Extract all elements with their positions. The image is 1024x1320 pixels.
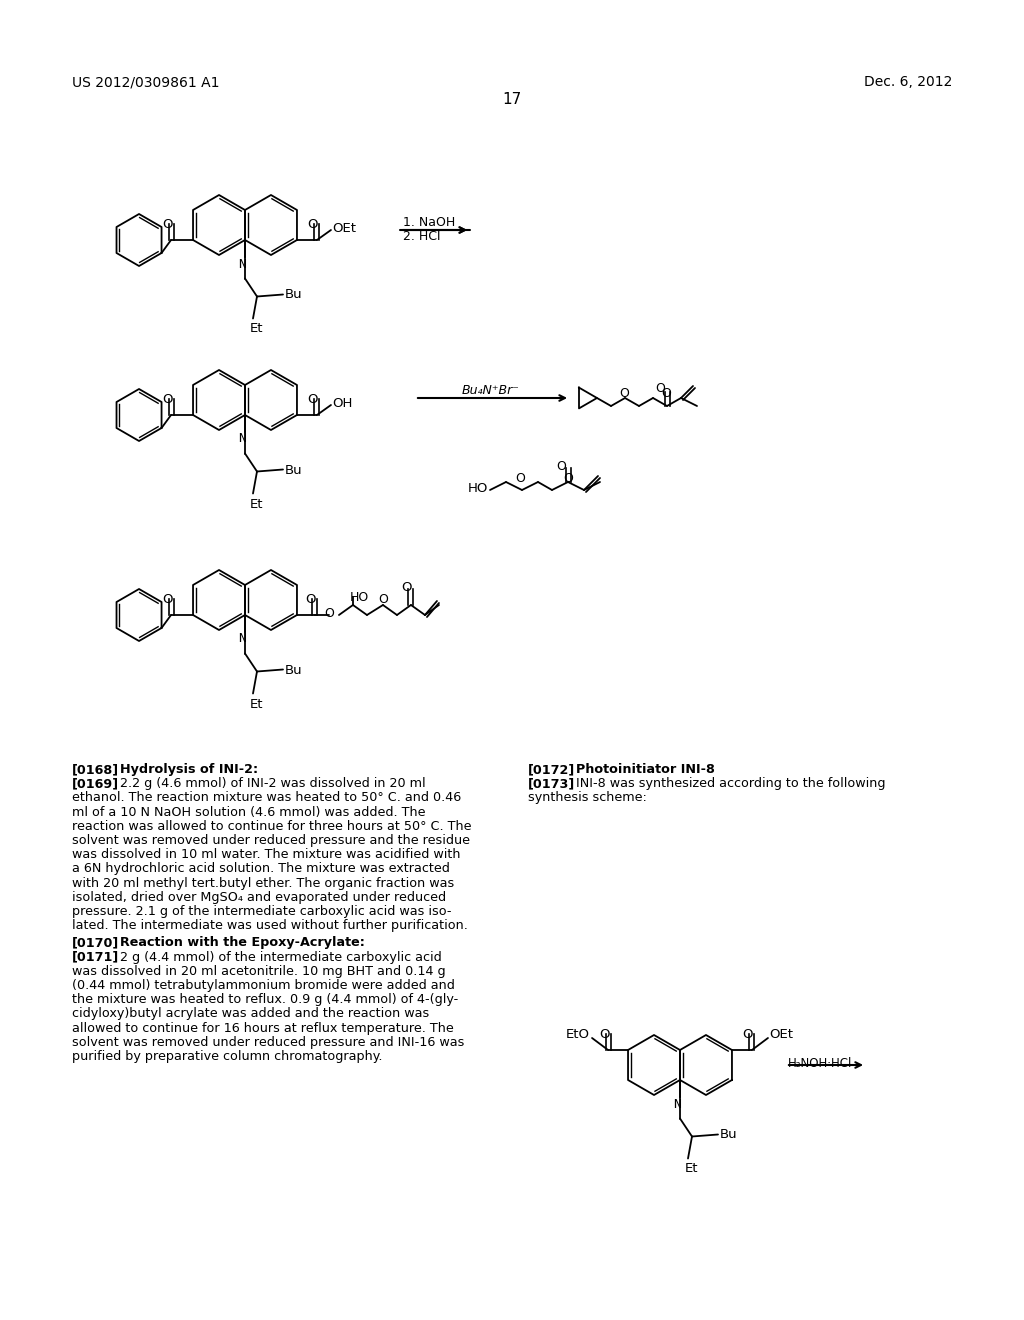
Text: N: N — [673, 1097, 681, 1110]
Text: Bu₄N⁺Br⁻: Bu₄N⁺Br⁻ — [462, 384, 520, 397]
Text: Bu: Bu — [285, 289, 303, 301]
Text: OH: OH — [332, 397, 352, 411]
Text: 2 g (4.4 mmol) of the intermediate carboxylic acid: 2 g (4.4 mmol) of the intermediate carbo… — [120, 950, 441, 964]
Text: a 6N hydrochloric acid solution. The mixture was extracted: a 6N hydrochloric acid solution. The mix… — [72, 862, 450, 875]
Text: Photoinitiator INI-8: Photoinitiator INI-8 — [575, 763, 715, 776]
Text: O: O — [742, 1028, 754, 1041]
Text: reaction was allowed to continue for three hours at 50° C. The: reaction was allowed to continue for thr… — [72, 820, 471, 833]
Text: 1. NaOH: 1. NaOH — [403, 216, 456, 228]
Text: OEt: OEt — [769, 1028, 793, 1041]
Text: Dec. 6, 2012: Dec. 6, 2012 — [863, 75, 952, 88]
Text: N: N — [238, 632, 246, 645]
Text: O: O — [307, 218, 318, 231]
Text: ethanol. The reaction mixture was heated to 50° C. and 0.46: ethanol. The reaction mixture was heated… — [72, 792, 461, 804]
Text: ml of a 10 N NaOH solution (4.6 mmol) was added. The: ml of a 10 N NaOH solution (4.6 mmol) wa… — [72, 805, 426, 818]
Text: was dissolved in 10 ml water. The mixture was acidified with: was dissolved in 10 ml water. The mixtur… — [72, 849, 461, 861]
Text: solvent was removed under reduced pressure and the residue: solvent was removed under reduced pressu… — [72, 834, 470, 847]
Text: INI-8 was synthesized according to the following: INI-8 was synthesized according to the f… — [575, 777, 886, 791]
Text: HO: HO — [350, 591, 370, 605]
Text: OEt: OEt — [332, 222, 356, 235]
Text: Bu: Bu — [720, 1129, 737, 1142]
Text: O: O — [655, 381, 665, 395]
Text: O: O — [556, 459, 566, 473]
Text: [0168]: [0168] — [72, 763, 119, 776]
Text: Bu: Bu — [285, 463, 303, 477]
Text: O: O — [563, 473, 573, 484]
Text: was dissolved in 20 ml acetonitrile. 10 mg BHT and 0.14 g: was dissolved in 20 ml acetonitrile. 10 … — [72, 965, 445, 978]
Text: [0172]: [0172] — [528, 763, 575, 776]
Text: Reaction with the Epoxy-Acrylate:: Reaction with the Epoxy-Acrylate: — [120, 936, 365, 949]
Text: 2.2 g (4.6 mmol) of INI-2 was dissolved in 20 ml: 2.2 g (4.6 mmol) of INI-2 was dissolved … — [120, 777, 426, 791]
Text: allowed to continue for 16 hours at reflux temperature. The: allowed to continue for 16 hours at refl… — [72, 1022, 454, 1035]
Text: Et: Et — [250, 322, 263, 335]
Text: 17: 17 — [503, 92, 521, 107]
Text: O: O — [324, 607, 334, 620]
Text: (0.44 mmol) tetrabutylammonium bromide were added and: (0.44 mmol) tetrabutylammonium bromide w… — [72, 979, 455, 993]
Text: O: O — [378, 593, 388, 606]
Text: Et: Et — [250, 697, 263, 710]
Text: solvent was removed under reduced pressure and INI-16 was: solvent was removed under reduced pressu… — [72, 1036, 464, 1049]
Text: O: O — [620, 387, 629, 400]
Text: O: O — [306, 593, 316, 606]
Text: O: O — [162, 393, 172, 407]
Text: O: O — [515, 473, 525, 484]
Text: synthesis scheme:: synthesis scheme: — [528, 792, 647, 804]
Text: the mixture was heated to reflux. 0.9 g (4.4 mmol) of 4-(gly-: the mixture was heated to reflux. 0.9 g … — [72, 993, 459, 1006]
Text: US 2012/0309861 A1: US 2012/0309861 A1 — [72, 75, 219, 88]
Text: Et: Et — [250, 498, 263, 511]
Text: purified by preparative column chromatography.: purified by preparative column chromatog… — [72, 1049, 383, 1063]
Text: O: O — [662, 387, 671, 400]
Text: O: O — [162, 593, 172, 606]
Text: O: O — [599, 1028, 609, 1041]
Text: EtO: EtO — [566, 1028, 590, 1041]
Text: Et: Et — [685, 1163, 698, 1176]
Text: O: O — [401, 581, 413, 594]
Text: 2. HCl: 2. HCl — [403, 230, 440, 243]
Text: Bu: Bu — [285, 664, 303, 676]
Text: cidyloxy)butyl acrylate was added and the reaction was: cidyloxy)butyl acrylate was added and th… — [72, 1007, 429, 1020]
Text: Hydrolysis of INI-2:: Hydrolysis of INI-2: — [120, 763, 258, 776]
Text: [0169]: [0169] — [72, 777, 119, 791]
Text: [0171]: [0171] — [72, 950, 119, 964]
Text: with 20 ml methyl tert.butyl ether. The organic fraction was: with 20 ml methyl tert.butyl ether. The … — [72, 876, 455, 890]
Text: H₂NOH·HCl: H₂NOH·HCl — [788, 1057, 852, 1071]
Text: O: O — [307, 393, 318, 407]
Text: [0173]: [0173] — [528, 777, 575, 791]
Text: N: N — [238, 257, 246, 271]
Text: [0170]: [0170] — [72, 936, 119, 949]
Text: pressure. 2.1 g of the intermediate carboxylic acid was iso-: pressure. 2.1 g of the intermediate carb… — [72, 906, 452, 917]
Text: lated. The intermediate was used without further purification.: lated. The intermediate was used without… — [72, 919, 468, 932]
Text: HO: HO — [468, 482, 488, 495]
Text: N: N — [238, 433, 246, 446]
Text: isolated, dried over MgSO₄ and evaporated under reduced: isolated, dried over MgSO₄ and evaporate… — [72, 891, 446, 904]
Text: O: O — [162, 218, 172, 231]
